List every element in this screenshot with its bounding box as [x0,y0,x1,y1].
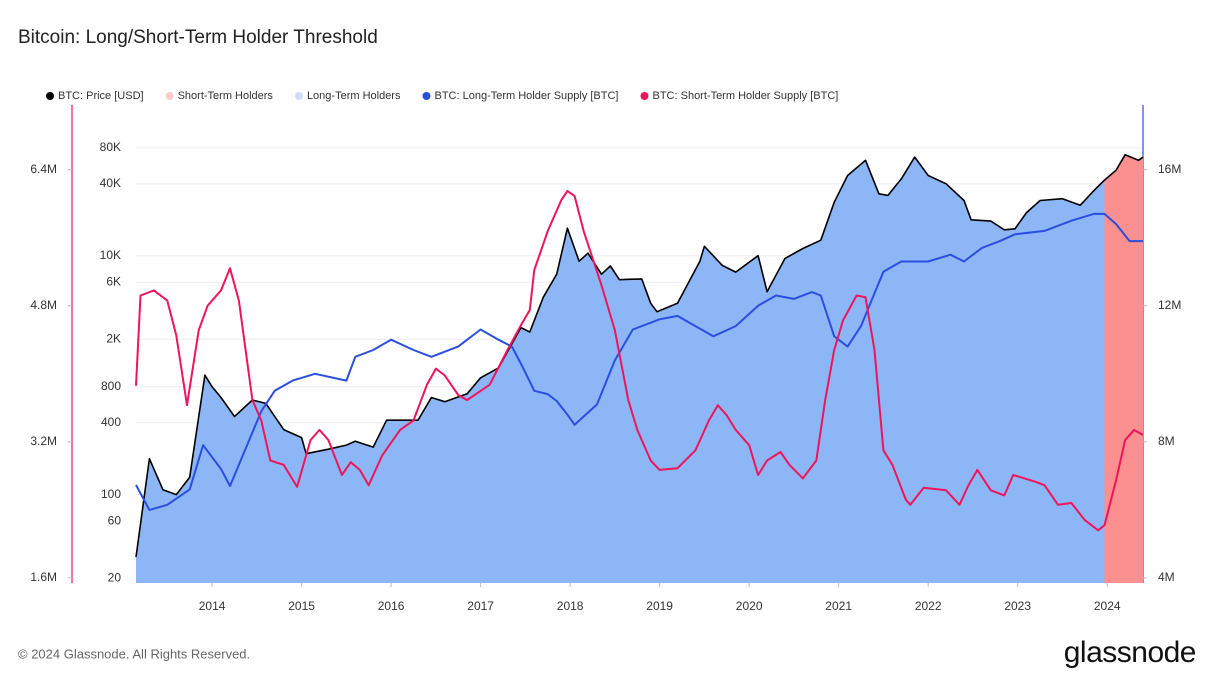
y3-tick-label: 1.6M [30,570,57,584]
y-tick-label: 10K [100,248,121,262]
y3-tick-label: 4.8M [30,298,57,312]
legend-swatch [422,92,431,100]
y3-tick-label: 6.4M [30,162,57,176]
x-tick-label: 2019 [646,599,673,613]
copyright: © 2024 Glassnode. All Rights Reserved. [18,646,250,661]
x-tick-label: 2014 [199,599,226,613]
series-line [135,154,1144,558]
y-tick-label: 80K [100,140,121,154]
x-tick-label: 2016 [378,599,405,613]
legend-swatch [294,92,303,100]
legend-swatch [165,92,174,100]
x-tick-label: 2024 [1094,599,1121,613]
logo: glassnode [1064,636,1196,669]
legend-label: Long-Term Holders [307,90,401,102]
y-tick-label: 2K [106,331,121,345]
x-tick-label: 2023 [1004,599,1031,613]
x-tick-label: 2017 [467,599,494,613]
legend-label: BTC: Short-Term Holder Supply [BTC] [653,90,839,102]
y2-tick-label: 8M [1158,434,1175,448]
legend-swatch [46,92,54,100]
series-line [135,212,1143,511]
x-tick-label: 2015 [288,599,315,613]
legend-label: BTC: Price [USD] [58,90,144,102]
y3-tick-label: 3.2M [30,434,57,448]
y2-tick-label: 12M [1158,298,1181,312]
y2-tick-label: 4M [1158,570,1175,584]
holder-region [1104,154,1143,583]
legend-label: BTC: Long-Term Holder Supply [BTC] [434,90,618,102]
y-tick-label: 60 [108,513,122,527]
y-tick-label: 400 [101,415,121,429]
chart-title: Bitcoin: Long/Short-Term Holder Threshol… [18,27,378,48]
y2-tick-label: 16M [1158,162,1181,176]
y-tick-label: 100 [101,487,121,501]
legend-swatch [640,92,649,100]
x-tick-label: 2021 [825,599,852,613]
x-tick-label: 2022 [915,599,942,613]
y-tick-label: 6K [106,274,121,288]
y-tick-label: 20 [108,570,122,584]
y-tick-label: 40K [100,176,121,190]
series-line [135,189,1144,532]
x-tick-label: 2018 [557,599,584,613]
legend-label: Short-Term Holders [178,90,274,102]
x-tick-label: 2020 [736,599,763,613]
y-tick-label: 800 [101,379,121,393]
